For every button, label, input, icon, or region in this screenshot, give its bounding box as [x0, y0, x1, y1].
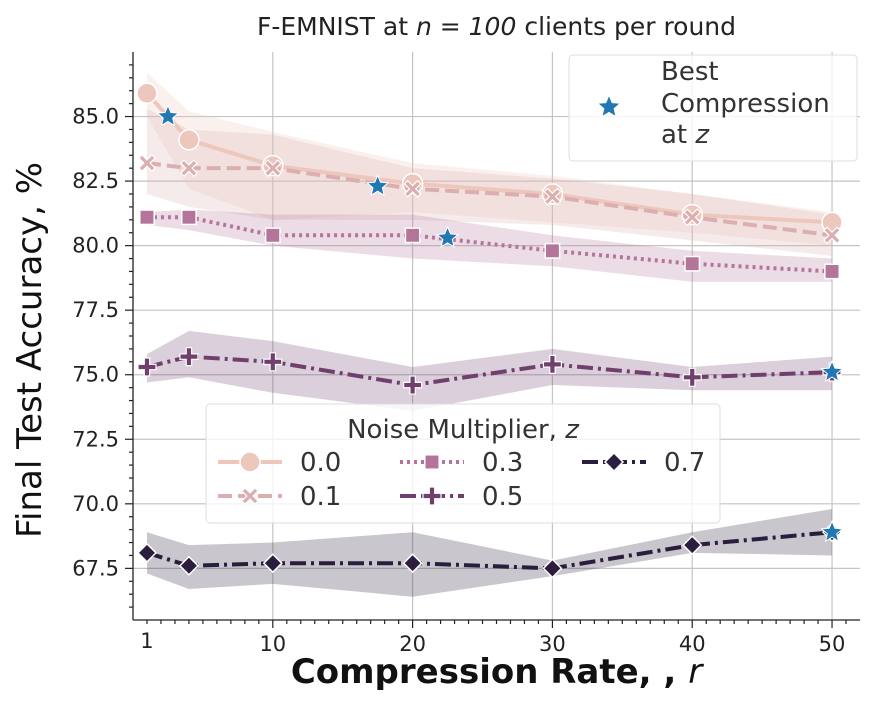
legend-entry-0.0: 0.0 — [218, 448, 341, 478]
data-point — [682, 367, 702, 387]
series-0.3 — [139, 209, 840, 280]
legend-label: 0.1 — [300, 482, 341, 512]
chart-title-text: F-EMNIST at — [256, 12, 409, 41]
data-point — [178, 555, 199, 576]
band-0.5 — [146, 330, 833, 411]
legend-best-symbol: z — [694, 120, 710, 150]
y-axis-label: Final Test Accuracy, % — [10, 161, 50, 539]
legend-label: 0.5 — [482, 482, 523, 512]
x-tick-label: 50 — [819, 632, 846, 656]
x-axis-label-symbol: r — [688, 652, 703, 692]
data-point — [544, 242, 561, 259]
series-0.7 — [136, 522, 843, 579]
x-tick-label: 10 — [259, 632, 286, 656]
data-point — [403, 179, 422, 198]
best-compression-star — [435, 225, 460, 248]
data-point — [402, 553, 423, 574]
legend-marker — [424, 454, 440, 470]
legend-noise-multiplier: Noise Multiplier, z0.0 0.1 0.3 0.5 0.7 — [205, 403, 721, 524]
data-point — [403, 375, 423, 395]
x-tick-label: 30 — [539, 632, 566, 656]
y-tick-label: 80.0 — [72, 234, 119, 258]
legend-marker — [422, 486, 442, 506]
data-point — [543, 187, 562, 206]
chart-title: F-EMNIST at n = 100 clients per round — [133, 12, 860, 41]
series-0.1 — [138, 154, 841, 245]
legend-entry-0.7: 0.7 — [582, 448, 705, 478]
x-tick-label: 40 — [679, 632, 706, 656]
legend-best-line2: Compression — [661, 89, 830, 119]
legend-marker — [603, 451, 625, 473]
best-compression-star — [156, 104, 180, 127]
data-point — [542, 354, 563, 374]
legend-marker — [239, 451, 261, 473]
grid — [133, 52, 860, 620]
legend-marker — [241, 487, 259, 505]
legend-title-symbol: z — [564, 415, 580, 445]
x-tick-label: 1 — [140, 629, 153, 653]
axes: 67.5 70.0 72.5 75.0 77.5 80.0 82.5 85.0 10 20 30 40… — [72, 52, 860, 656]
data-point — [180, 209, 197, 226]
best-compression-star — [820, 519, 844, 543]
best-compression-star — [365, 173, 390, 197]
legend-entry-0.5: 0.5 — [400, 482, 523, 512]
data-point — [542, 558, 563, 579]
data-point — [178, 129, 200, 151]
x-tick-label: 20 — [399, 632, 426, 656]
chart-title-suffix: clients per round — [524, 12, 737, 41]
data-point — [264, 227, 281, 244]
legend-title: Noise Multiplier, z — [347, 415, 580, 445]
y-axis-label-container: Final Test Accuracy, % — [10, 80, 50, 620]
legend-entry-0.3: 0.3 — [400, 448, 523, 478]
legend-label: 0.3 — [482, 448, 523, 478]
y-tick-label: 82.5 — [72, 169, 119, 193]
data-point — [404, 227, 421, 244]
band-0.7 — [146, 508, 833, 597]
best-compression-star — [820, 359, 844, 383]
x-axis-label-text: Compression Rate, , — [290, 652, 677, 692]
legend-box — [568, 54, 858, 162]
x-axis-label: Compression Rate, , r — [133, 652, 860, 692]
data-point — [262, 553, 283, 574]
legend-entry-0.1: 0.1 — [218, 482, 341, 512]
data-point — [139, 209, 155, 226]
chart-title-math: n = 100 — [415, 12, 517, 41]
legend-label: 0.0 — [300, 448, 341, 478]
band-0.1 — [146, 108, 833, 256]
data-point — [823, 226, 841, 245]
data-point — [136, 542, 158, 563]
data-point — [136, 82, 158, 105]
y-tick-label: 85.0 — [72, 105, 119, 129]
legend-best-line1: Best — [661, 57, 719, 87]
legend-label: 0.7 — [664, 448, 705, 478]
data-point — [682, 535, 703, 556]
data-point — [137, 357, 157, 377]
legend-best-line3: at z — [661, 120, 710, 150]
data-point — [179, 159, 198, 178]
y-tick-label: 67.5 — [72, 556, 119, 580]
data-point — [683, 208, 702, 227]
data-point — [684, 255, 701, 272]
data-point — [263, 159, 282, 178]
series-lines — [136, 82, 843, 579]
data-point — [263, 352, 283, 372]
legend-star-icon — [596, 93, 622, 118]
data-point — [824, 263, 840, 280]
band-0.0 — [146, 72, 833, 246]
data-point — [179, 347, 199, 367]
y-tick-label: 72.5 — [72, 427, 119, 451]
y-tick-label: 75.0 — [72, 363, 119, 387]
best-compression-points — [156, 104, 844, 543]
y-tick-label: 77.5 — [72, 298, 119, 322]
y-tick-label: 70.0 — [72, 492, 119, 516]
data-point — [138, 154, 156, 172]
